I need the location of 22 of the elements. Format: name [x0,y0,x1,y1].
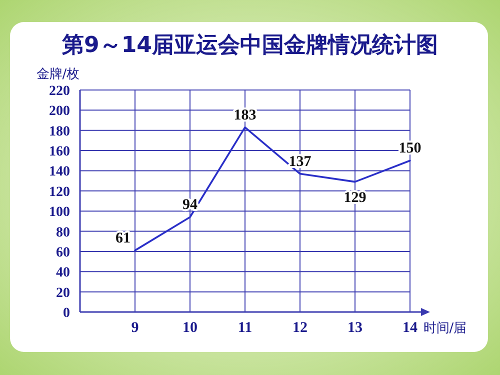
y-tick-label: 0 [63,306,70,321]
x-tick-label: 9 [131,320,139,336]
x-tick-label: 10 [182,320,198,336]
y-tick-label: 200 [49,104,70,120]
y-tick-label: 180 [49,124,70,140]
x-tick-label: 11 [238,320,252,336]
x-axis-title: 时间/届 [423,321,467,336]
x-tick-label: 13 [348,320,362,336]
x-tick-label: 12 [292,320,308,336]
y-axis-title: 金牌/枚 [36,67,80,82]
chart-title: 第9～14届亚运会中国金牌情况统计图 [61,32,438,58]
y-tick-label: 140 [49,164,70,180]
y-tick-label: 100 [49,205,70,220]
y-tick-label: 120 [49,184,70,200]
y-tick-label: 80 [56,225,70,240]
y-tick-label: 60 [56,245,70,260]
y-tick-label: 220 [49,84,70,99]
x-tick-label: 14 [402,320,418,336]
y-tick-label: 20 [56,286,70,301]
data-label: 61 [116,230,130,246]
y-tick-label: 40 [56,266,70,281]
y-tick-label: 160 [49,144,70,160]
